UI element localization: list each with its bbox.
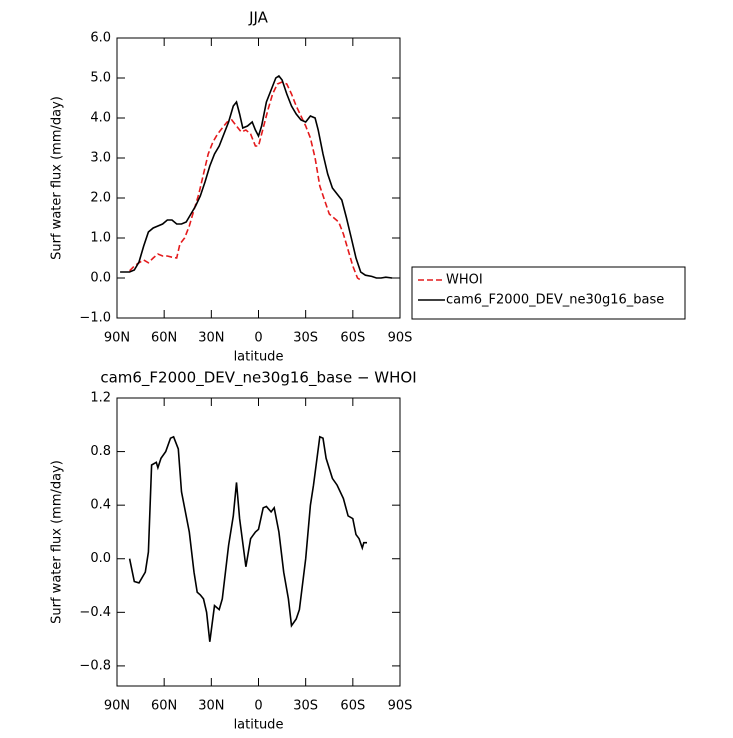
legend-label: cam6_F2000_DEV_ne30g16_base: [446, 293, 664, 308]
chart-title: cam6_F2000_DEV_ne30g16_base − WHOI: [100, 369, 416, 388]
x-tick-label: 30N: [198, 699, 224, 714]
x-tick-label: 30S: [293, 699, 318, 714]
data-line: [128, 435, 367, 642]
legend-box: [411, 266, 686, 320]
x-tick-label: 90S: [388, 699, 413, 714]
chart-title: JJA: [248, 9, 269, 27]
y-tick-label: 0.4: [90, 498, 111, 513]
y-tick-label: 0.0: [90, 551, 111, 566]
x-tick-label: 0: [254, 699, 262, 714]
x-tick-label: 60N: [151, 331, 177, 346]
y-tick-label: 4.0: [90, 111, 111, 126]
y-tick-label: 5.0: [90, 71, 111, 86]
y-tick-label: 6.0: [90, 31, 111, 46]
y-tick-label: −0.8: [79, 658, 111, 673]
y-tick-label: 1.0: [90, 231, 111, 246]
x-tick-label: 90S: [388, 331, 413, 346]
y-tick-label: 3.0: [90, 151, 111, 166]
y-tick-label: 0.0: [90, 271, 111, 286]
y-tick-label: 2.0: [90, 191, 111, 206]
x-axis-label: latitude: [234, 718, 284, 733]
y-axis-label: Surf water flux (mm/day): [50, 460, 65, 624]
x-tick-label: 30S: [293, 331, 318, 346]
x-tick-label: 60S: [340, 699, 365, 714]
legend-label: WHOI: [446, 273, 483, 288]
data-line: [129, 81, 362, 281]
data-line: [120, 74, 393, 279]
x-tick-label: 60N: [151, 699, 177, 714]
x-tick-label: 90N: [104, 331, 130, 346]
x-axis-label: latitude: [234, 350, 284, 365]
y-tick-label: −1.0: [79, 311, 111, 326]
y-tick-label: 1.2: [90, 391, 111, 406]
x-tick-label: 90N: [104, 699, 130, 714]
x-tick-label: 0: [254, 331, 262, 346]
x-tick-label: 30N: [198, 331, 224, 346]
y-tick-label: −0.4: [79, 605, 111, 620]
y-axis-label: Surf water flux (mm/day): [50, 96, 65, 260]
y-tick-label: 0.8: [90, 444, 111, 459]
x-tick-label: 60S: [340, 331, 365, 346]
